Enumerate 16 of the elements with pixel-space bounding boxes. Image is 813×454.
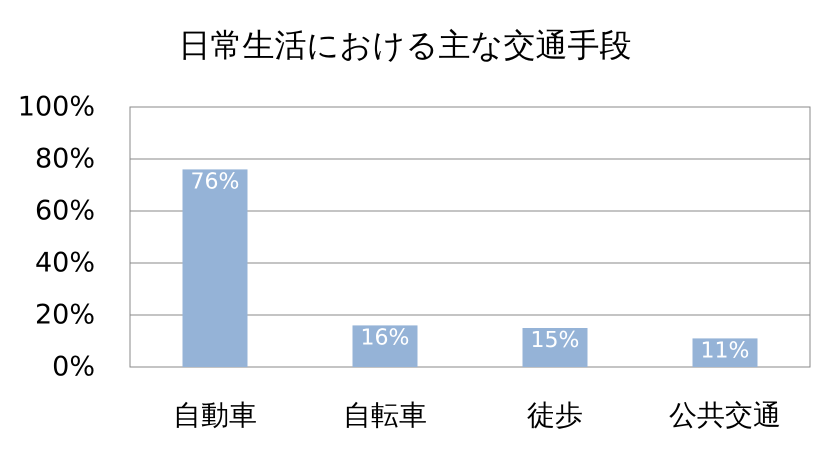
x-tick-label: 自転車 bbox=[343, 398, 427, 432]
bar bbox=[182, 169, 248, 367]
y-tick-label: 60% bbox=[34, 196, 95, 226]
y-tick-label: 40% bbox=[34, 248, 95, 278]
y-tick-label: 80% bbox=[34, 144, 95, 174]
data-label: 16% bbox=[360, 326, 410, 351]
y-tick-label: 20% bbox=[34, 300, 95, 330]
data-label: 76% bbox=[190, 170, 240, 195]
data-label: 15% bbox=[530, 328, 580, 354]
chart-title: 日常生活における主な交通手段 bbox=[178, 26, 632, 64]
x-tick-label: 自動車 bbox=[173, 398, 257, 432]
y-tick-label: 0% bbox=[52, 352, 95, 382]
x-tick-label: 徒歩 bbox=[527, 398, 583, 432]
data-label: 11% bbox=[700, 338, 750, 364]
y-tick-label: 100% bbox=[18, 92, 95, 122]
x-tick-label: 公共交通 bbox=[669, 398, 781, 432]
